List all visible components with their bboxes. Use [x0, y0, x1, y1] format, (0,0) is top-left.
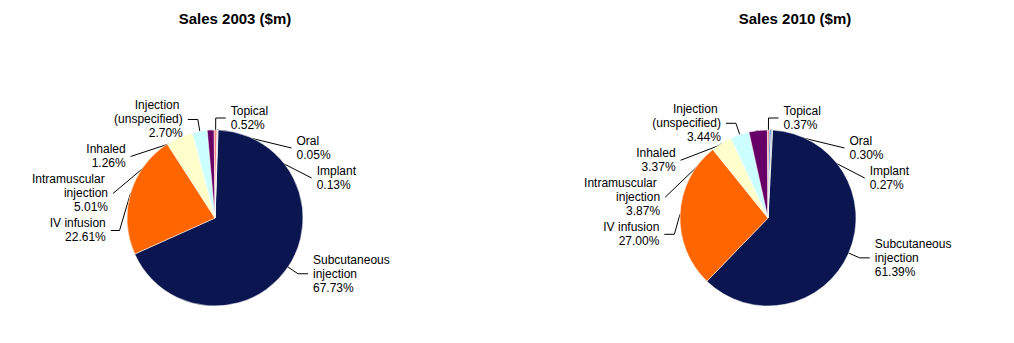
svg-text:Oral: Oral [297, 134, 320, 148]
svg-text:Implant: Implant [870, 164, 910, 178]
svg-text:(unspecified): (unspecified) [652, 116, 721, 130]
svg-text:IV infusion: IV infusion [50, 216, 106, 230]
svg-text:injection: injection [616, 190, 660, 204]
svg-text:61.39%: 61.39% [875, 265, 916, 279]
svg-text:Implant: Implant [317, 164, 357, 178]
svg-text:Intramuscular: Intramuscular [584, 176, 660, 190]
svg-text:0.30%: 0.30% [850, 148, 884, 162]
svg-text:67.73%: 67.73% [313, 281, 354, 295]
svg-text:Topical: Topical [231, 104, 268, 118]
svg-text:injection: injection [313, 267, 357, 281]
svg-text:(unspecified): (unspecified) [114, 112, 183, 126]
svg-text:0.13%: 0.13% [317, 178, 351, 192]
svg-text:IV infusion: IV infusion [603, 220, 659, 234]
svg-text:27.00%: 27.00% [619, 234, 660, 248]
svg-text:2.70%: 2.70% [149, 126, 183, 140]
svg-text:injection: injection [64, 186, 108, 200]
svg-text:Injection: Injection [135, 98, 183, 112]
svg-text:Injection: Injection [673, 102, 721, 116]
svg-text:22.61%: 22.61% [65, 230, 106, 244]
svg-text:3.44%: 3.44% [687, 130, 721, 144]
svg-text:Oral: Oral [850, 134, 873, 148]
svg-text:3.87%: 3.87% [626, 204, 660, 218]
svg-text:injection: injection [875, 251, 919, 265]
svg-text:Sales 2003 ($m): Sales 2003 ($m) [179, 10, 292, 27]
svg-text:0.27%: 0.27% [870, 178, 904, 192]
svg-text:0.05%: 0.05% [297, 148, 331, 162]
svg-text:Subcutaneous: Subcutaneous [875, 237, 955, 251]
svg-text:5.01%: 5.01% [74, 200, 108, 214]
svg-text:0.52%: 0.52% [231, 118, 265, 132]
svg-text:Intramuscular: Intramuscular [32, 172, 108, 186]
svg-text:3.37%: 3.37% [642, 160, 676, 174]
svg-text:Topical: Topical [783, 104, 820, 118]
svg-text:Inhaled: Inhaled [86, 142, 125, 156]
svg-text:Sales 2010 ($m): Sales 2010 ($m) [739, 10, 852, 27]
svg-text:0.37%: 0.37% [783, 118, 817, 132]
svg-text:1.26%: 1.26% [92, 156, 126, 170]
svg-text:Inhaled: Inhaled [636, 146, 675, 160]
svg-text:Subcutaneous: Subcutaneous [313, 253, 393, 267]
